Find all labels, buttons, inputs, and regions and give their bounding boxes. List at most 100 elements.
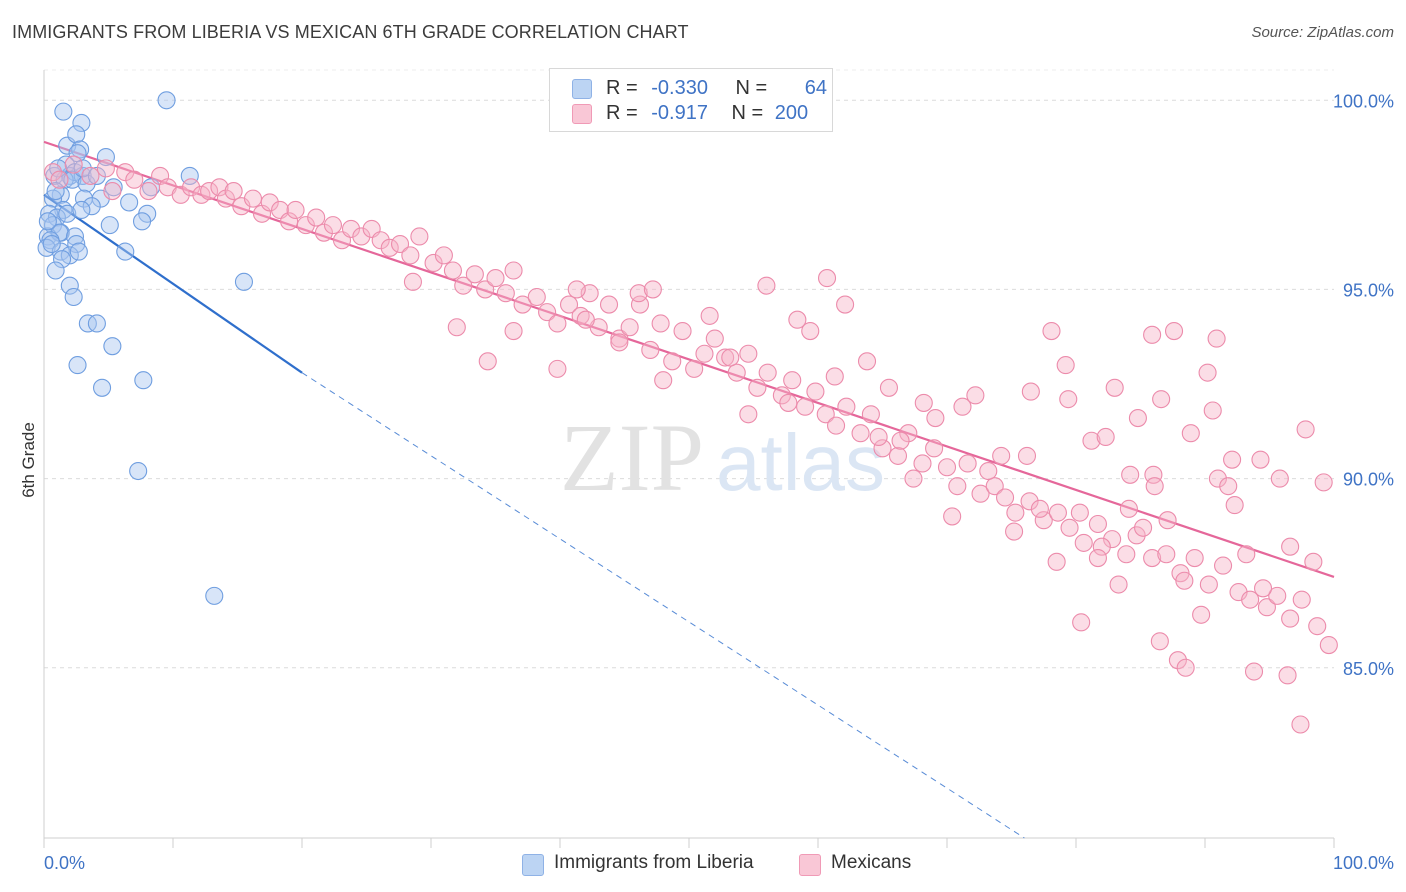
point-mexicans [879, 378, 899, 397]
point-mexicans [772, 386, 791, 405]
point-liberia [58, 204, 77, 223]
point-liberia [103, 337, 122, 356]
point-mexicans [1164, 321, 1184, 341]
point-mexicans [1096, 427, 1115, 447]
bottom-legend-swatch-mexicans [799, 854, 821, 876]
point-liberia [53, 250, 72, 269]
legend-r-label: R = [606, 102, 638, 124]
point-mexicans [888, 446, 908, 465]
point-liberia [205, 586, 224, 605]
point-mexicans [1074, 533, 1093, 552]
point-mexicans [1168, 651, 1187, 670]
point-mexicans [817, 269, 837, 288]
point-mexicans [1119, 499, 1138, 518]
point-mexicans [1319, 636, 1338, 655]
point-liberia [93, 378, 112, 397]
point-mexicans [943, 507, 962, 526]
point-mexicans [641, 340, 660, 360]
point-mexicans [757, 276, 776, 295]
point-mexicans [1225, 496, 1244, 515]
point-mexicans [816, 405, 835, 424]
point-mexicans [286, 200, 305, 220]
point-mexicans [1042, 321, 1061, 341]
point-mexicans [538, 303, 557, 322]
point-mexicans [953, 397, 972, 416]
bottom-legend-label-mexicans: Mexicans [831, 852, 912, 873]
point-mexicans [81, 166, 100, 185]
stats-legend: R = -0.330 N = 64 R = -0.917 N = 200 [549, 68, 833, 132]
legend-r-label: R = [606, 77, 638, 99]
trend-line-extension-0 [301, 372, 1025, 839]
point-mexicans [1241, 590, 1260, 609]
point-mexicans [103, 182, 122, 201]
legend-n-value: 64 [804, 77, 828, 99]
point-mexicans [1121, 465, 1140, 484]
point-liberia [134, 371, 153, 390]
point-liberia [69, 242, 88, 261]
point-mexicans [1117, 545, 1136, 564]
point-mexicans [527, 287, 546, 307]
point-liberia [120, 193, 139, 212]
point-mexicans [1134, 518, 1153, 537]
point-mexicans [873, 439, 892, 458]
point-mexicans [1257, 598, 1276, 617]
point-mexicans [139, 182, 158, 201]
point-mexicans [1199, 575, 1218, 594]
bottom-legend-label-liberia: Immigrants from Liberia [554, 852, 754, 873]
point-mexicans [1296, 420, 1315, 439]
point-mexicans [323, 216, 343, 235]
point-mexicans [1109, 575, 1128, 594]
point-mexicans [1143, 548, 1162, 568]
point-liberia [60, 276, 79, 295]
point-mexicans [958, 454, 977, 473]
point-mexicans [1291, 715, 1310, 734]
point-liberia [54, 102, 73, 121]
point-mexicans [1088, 548, 1107, 568]
x-tick-label-max: 100.0% [1333, 853, 1394, 873]
point-liberia [132, 212, 152, 231]
y-tick-label: 85.0% [1343, 659, 1394, 679]
point-mexicans [727, 363, 746, 382]
point-mexicans [948, 477, 967, 496]
point-mexicans [1145, 477, 1164, 496]
point-mexicans [1308, 617, 1327, 636]
y-tick-labels: 85.0% 90.0% 95.0% 100.0% [1333, 91, 1394, 678]
points-liberia [37, 91, 253, 605]
point-mexicans [992, 446, 1011, 465]
point-mexicans [891, 431, 910, 450]
point-mexicans [224, 182, 243, 201]
point-mexicans [1034, 511, 1053, 530]
point-mexicans [447, 318, 466, 337]
point-mexicans [1198, 363, 1217, 382]
point-mexicans [280, 212, 299, 231]
trend-line-1 [43, 140, 1335, 578]
point-mexicans [904, 469, 923, 488]
points-mexicans [43, 155, 1338, 734]
point-mexicans [548, 359, 567, 378]
point-mexicans [96, 159, 115, 178]
point-mexicans [1103, 530, 1122, 549]
y-axis-label: 6th Grade [19, 422, 38, 498]
point-mexicans [125, 170, 144, 189]
point-mexicans [314, 223, 333, 242]
point-mexicans [341, 219, 361, 238]
point-mexicans [1017, 446, 1037, 465]
point-mexicans [1088, 514, 1107, 534]
point-mexicans [1175, 571, 1194, 590]
point-mexicans [380, 238, 399, 257]
point-mexicans [1244, 662, 1264, 681]
point-mexicans [243, 189, 263, 208]
point-mexicans [700, 306, 719, 325]
point-mexicans [478, 352, 497, 371]
point-mexicans [783, 371, 802, 390]
point-liberia [42, 234, 61, 254]
grid [44, 69, 1334, 669]
point-mexicans [825, 367, 844, 386]
point-mexicans [1251, 450, 1270, 469]
point-liberia [64, 287, 83, 307]
point-mexicans [979, 461, 998, 481]
point-mexicans [966, 386, 985, 405]
point-mexicans [454, 276, 473, 295]
point-mexicans [307, 208, 326, 227]
point-mexicans [390, 234, 410, 254]
